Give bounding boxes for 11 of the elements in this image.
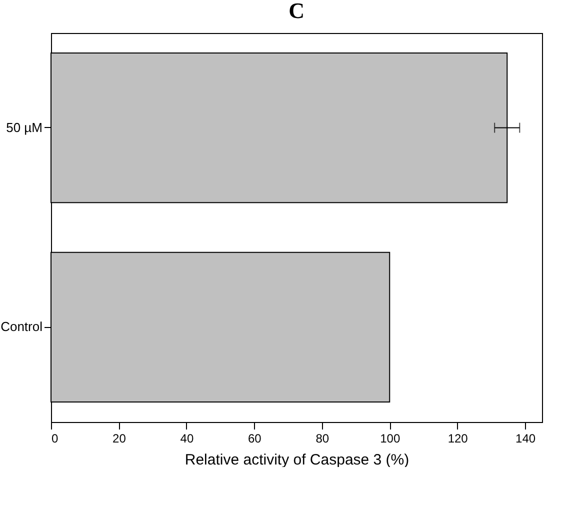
- y-tick-label: 50 µM: [6, 120, 42, 135]
- y-tick-label: Control: [0, 319, 43, 334]
- x-tick-label: 0: [52, 432, 58, 446]
- x-tick-label: 100: [380, 432, 400, 446]
- x-tick-label: 40: [180, 432, 194, 446]
- x-tick-label: 80: [316, 432, 330, 446]
- chart-title: C: [288, 0, 304, 23]
- x-tick-label: 140: [516, 432, 536, 446]
- x-tick-label: 120: [448, 432, 468, 446]
- x-tick-label: 60: [248, 432, 262, 446]
- x-tick-label: 20: [112, 432, 126, 446]
